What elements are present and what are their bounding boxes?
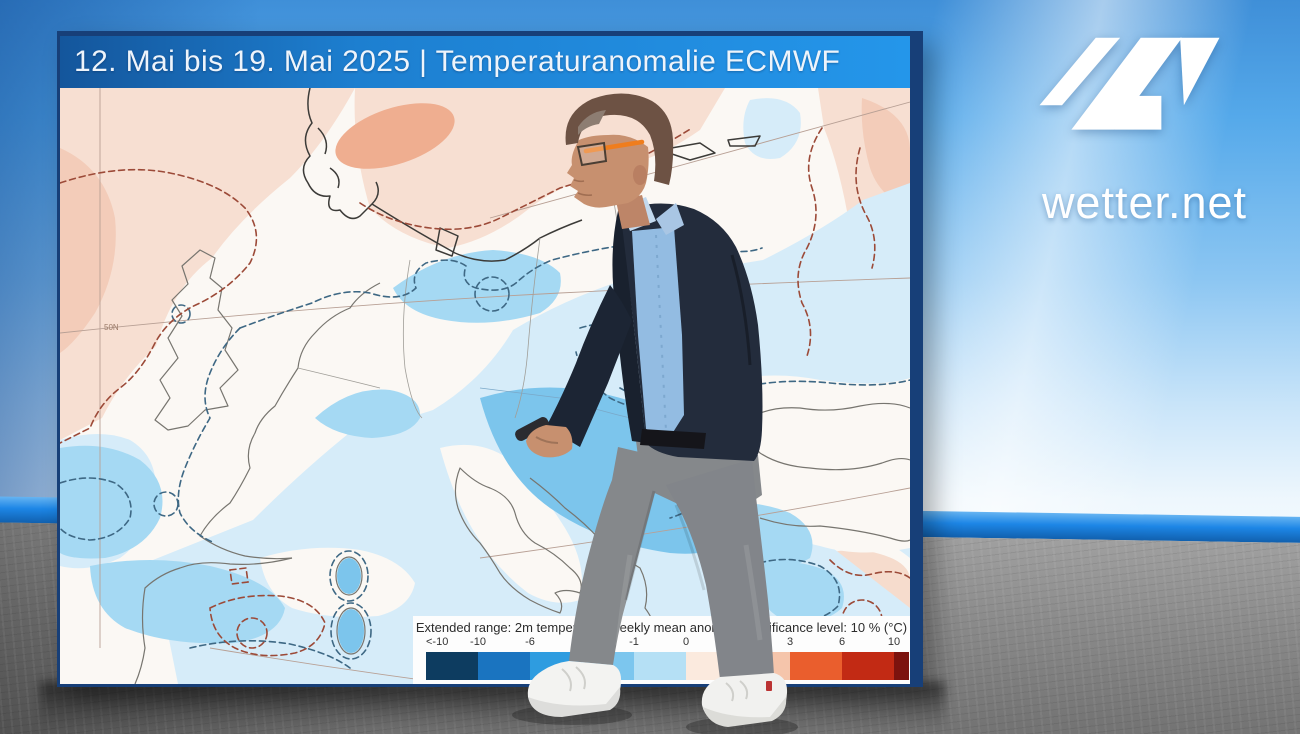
presenter-head — [565, 93, 674, 229]
warm-core-northeast — [861, 98, 910, 208]
legend-colorbar-segment — [426, 652, 478, 680]
cool-patch-southwest-sea — [90, 560, 285, 644]
board-floor-shadow — [40, 682, 945, 732]
presenter-glasses — [576, 139, 645, 167]
presenter-shoes — [527, 661, 788, 727]
presenter-jeans — [569, 441, 774, 679]
legend-tick-label: 10 — [887, 636, 901, 648]
cool-patch-alps — [315, 389, 421, 438]
cool-patch-aegean — [750, 561, 844, 623]
scandinavia-coast — [302, 88, 761, 262]
weather-presenter — [470, 85, 810, 734]
legend-colorbar-segment — [894, 652, 909, 680]
presenter-arm — [515, 285, 632, 458]
wetter-net-logo: wetter.net — [1022, 30, 1267, 229]
warm-region-northwest — [60, 88, 355, 440]
cool-patch-biscay — [60, 445, 163, 559]
legend-tick-label: 0 — [682, 636, 690, 648]
cool-patch-corsica — [337, 558, 361, 594]
lat-label: 50N — [104, 323, 119, 332]
legend-tick-label: -1 — [629, 636, 639, 648]
wetter-net-logo-mark-icon — [1039, 37, 1220, 130]
presenter-clicker — [515, 417, 549, 441]
warm-core-scandinavia — [335, 103, 455, 169]
legend-tick-label: -6 — [525, 636, 535, 648]
legend-colorbar-segment — [790, 652, 842, 680]
presenter-belt — [640, 429, 706, 449]
legend-caption: Extended range: 2m temperature weekly me… — [415, 620, 908, 635]
legend-tick-label: 6 — [838, 636, 846, 648]
legend-colorbar-segment — [478, 652, 530, 680]
wetter-net-logo-text: wetter.net — [1041, 177, 1248, 228]
cool-patch-sardinia — [338, 609, 364, 653]
legend-tick-label: -10 — [470, 636, 486, 648]
legend-colorbar-segment — [634, 652, 686, 680]
neutral-hole-italy — [440, 444, 583, 603]
map-title-text: 12. Mai bis 19. Mai 2025 | Temperaturano… — [74, 45, 841, 78]
legend-colorbar-segment — [842, 652, 894, 680]
warm-region-northwest-core — [60, 148, 116, 353]
legend-tick-label: <-10 — [426, 636, 449, 648]
legend-tick-label: 3 — [786, 636, 794, 648]
map-title-bar: 12. Mai bis 19. Mai 2025 | Temperaturano… — [60, 36, 910, 88]
